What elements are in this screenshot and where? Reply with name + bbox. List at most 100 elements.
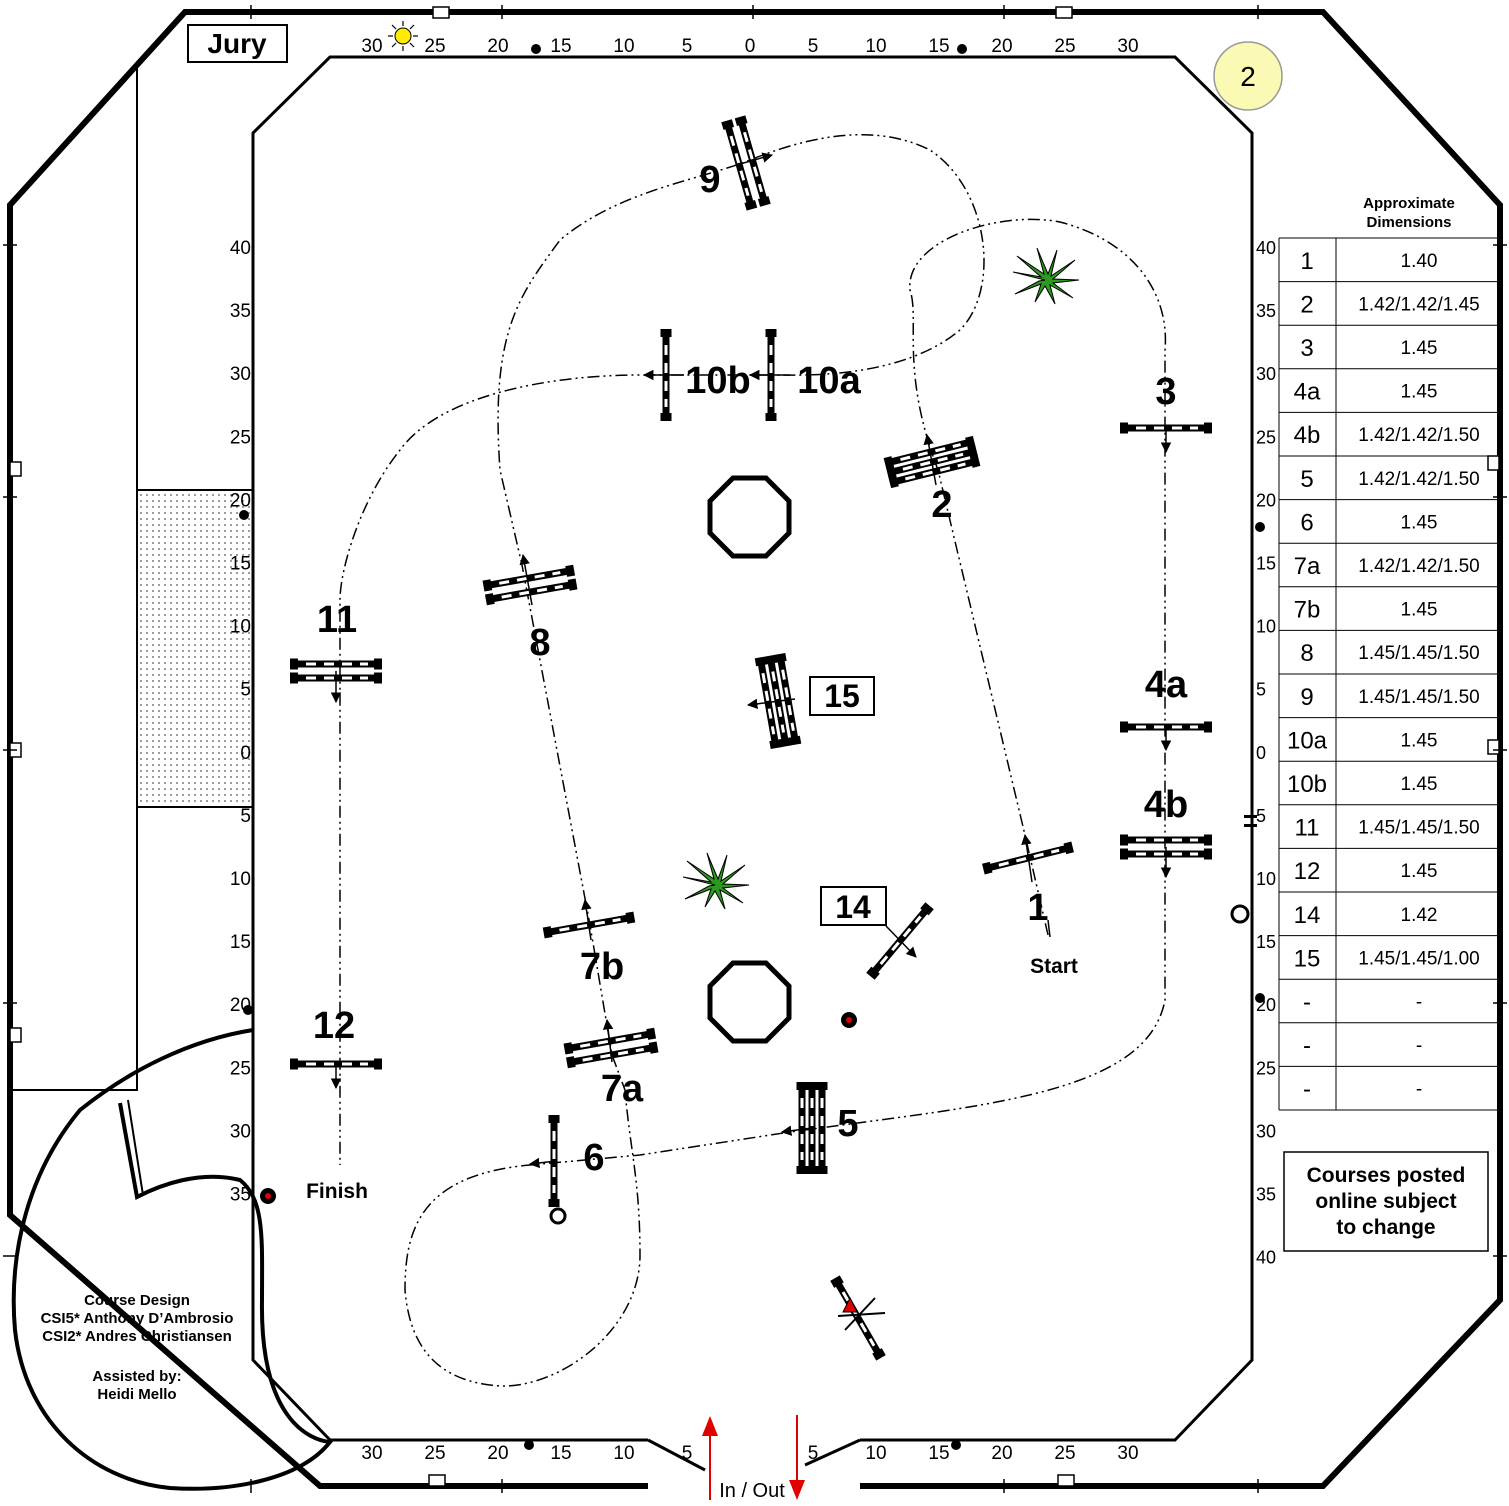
ruler-label: 40 (230, 238, 251, 259)
table-cell-fence: 5 (1300, 466, 1313, 493)
svg-text:7b: 7b (580, 946, 624, 988)
svg-text:5: 5 (837, 1103, 858, 1145)
table-cell-height: - (1416, 1036, 1422, 1057)
ruler-label: 35 (1256, 1185, 1276, 1205)
ruler-label: 25 (1054, 36, 1075, 57)
table-cell-height: 1.45/1.45/1.50 (1358, 818, 1480, 839)
svg-text:Assisted by:: Assisted by: (92, 1368, 181, 1385)
jury-label: Jury (207, 28, 267, 59)
ruler-label: 25 (1256, 1058, 1276, 1078)
table-cell-height: 1.45/1.45/1.50 (1358, 643, 1480, 664)
jury-box (187, 24, 288, 63)
fence-12: 12 (290, 1005, 382, 1090)
ruler-label: 5 (240, 680, 251, 701)
fence-7b: 7b (542, 898, 636, 988)
table-cell-height: 1.45 (1401, 338, 1438, 359)
dimensions-title: Approximate (1363, 195, 1455, 212)
fence-5: 5 (780, 1082, 859, 1174)
fence-2: 2 (884, 433, 981, 526)
table-cell-fence: 2 (1300, 291, 1313, 318)
svg-text:Heidi Mello: Heidi Mello (97, 1386, 176, 1403)
wall-markers (9, 6, 1500, 1487)
wall-ticks (3, 5, 1507, 1493)
ruler-label: 10 (230, 869, 251, 890)
svg-text:6: 6 (583, 1137, 604, 1179)
gate-label: In / Out (719, 1480, 785, 1501)
table-cell-height: 1.40 (1401, 251, 1438, 272)
ruler-label: 30 (1256, 364, 1276, 384)
svg-text:3: 3 (1155, 371, 1176, 413)
ruler-label: 30 (230, 364, 251, 385)
ruler-label: 30 (1117, 36, 1138, 57)
ruler-label: 15 (550, 1443, 571, 1464)
inner-ring (251, 55, 1254, 1442)
ruler-label: 5 (682, 1443, 693, 1464)
svg-text:Course Design: Course Design (84, 1292, 190, 1309)
table-cell-height: 1.42/1.42/1.50 (1358, 556, 1480, 577)
table-grid (1278, 237, 1499, 1111)
table-cell-fence: - (1303, 989, 1311, 1016)
ruler-label: 15 (928, 36, 949, 57)
ruler-label: 30 (1256, 1121, 1276, 1141)
spare-fence (830, 1275, 886, 1361)
table-cell-height: 1.45 (1401, 861, 1438, 882)
table-cell-fence: 10b (1287, 771, 1327, 798)
table-cell-fence: 15 (1294, 945, 1321, 972)
svg-text:2: 2 (931, 484, 952, 526)
sun-icon (388, 21, 418, 51)
svg-text:10a: 10a (797, 360, 861, 402)
fence-10b: 10b (642, 329, 751, 421)
svg-text:CSI2* Andres Christiansen: CSI2* Andres Christiansen (42, 1328, 232, 1345)
ruler-label: 30 (361, 36, 382, 57)
svg-text:11: 11 (317, 599, 357, 641)
dimensions-title-2: Dimensions (1366, 214, 1451, 231)
course-path (339, 133, 1167, 1387)
fence-4b: 4b (1120, 784, 1212, 879)
fence-15: 15 (746, 653, 875, 749)
ruler-label: 25 (230, 1058, 251, 1079)
ruler-label: 40 (1256, 1248, 1276, 1268)
ruler-label: 15 (1256, 554, 1276, 574)
ruler-label: 5 (1256, 806, 1266, 826)
ruler-label: 5 (240, 806, 251, 827)
ruler-label: 15 (230, 554, 251, 575)
ruler-label: 10 (1256, 617, 1276, 637)
ruler-label: 25 (230, 427, 251, 448)
ruler-label: 25 (424, 36, 445, 57)
markers (239, 44, 1265, 1450)
svg-text:7a: 7a (601, 1068, 644, 1110)
round-badge (1213, 41, 1283, 111)
table-cell-fence: 4a (1294, 379, 1321, 406)
table-cell-fence: 7a (1294, 553, 1321, 580)
ruler-label: 15 (1256, 932, 1276, 952)
fence-14: 14 (820, 886, 934, 980)
ruler-label: 20 (487, 1443, 508, 1464)
round-number: 2 (1240, 61, 1256, 92)
table-cell-fence: 12 (1294, 858, 1321, 885)
svg-text:9: 9 (699, 159, 720, 201)
svg-text:10b: 10b (685, 360, 750, 402)
ruler-label: 15 (928, 1443, 949, 1464)
ruler-bottom: 30 25 20 15 10 5 5 10 15 20 25 30 (361, 1443, 1138, 1464)
svg-text:12: 12 (313, 1005, 355, 1047)
notice-box (1283, 1151, 1489, 1252)
table-cell-height: 1.45 (1401, 512, 1438, 533)
ruler-label: 10 (613, 1443, 634, 1464)
gate-arrows (702, 1415, 805, 1500)
table-cell-fence: 14 (1294, 902, 1321, 929)
svg-text:Courses posted: Courses posted (1307, 1164, 1466, 1187)
ruler-label: 20 (487, 36, 508, 57)
ruler-label: 5 (682, 36, 693, 57)
svg-text:CSI5* Anthony D’Ambrosio: CSI5* Anthony D’Ambrosio (41, 1310, 234, 1327)
ruler-label: 30 (361, 1443, 382, 1464)
table-cell-fence: 7b (1294, 597, 1321, 624)
fence-9: 9 (699, 115, 774, 210)
ruler-label: 20 (1256, 490, 1276, 510)
outer-wall (7, 9, 1503, 1489)
notice-text: Courses posted online subject to change (1307, 1164, 1466, 1239)
ruler-label: 15 (550, 36, 571, 57)
svg-text:8: 8 (529, 622, 550, 664)
table-cell-fence: 1 (1300, 248, 1313, 275)
